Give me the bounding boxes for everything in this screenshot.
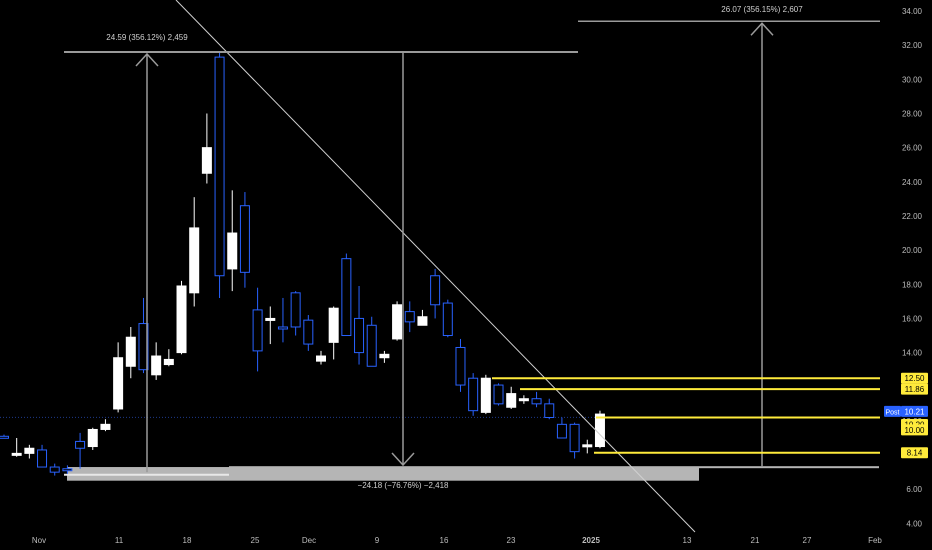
- candle-body[interactable]: [316, 355, 326, 362]
- x-tick-label: 9: [375, 536, 380, 545]
- level-price-tag: [901, 447, 928, 459]
- x-tick-label: 11: [115, 536, 124, 545]
- candle-body[interactable]: [379, 353, 390, 359]
- y-tick-label: 24.00: [902, 178, 923, 187]
- x-tick-label: 21: [751, 536, 760, 545]
- level-price-tag-text: 10.00: [904, 426, 925, 435]
- y-tick-label: 32.00: [902, 41, 923, 50]
- candle-body[interactable]: [239, 205, 250, 273]
- candle-body[interactable]: [354, 317, 365, 354]
- y-tick-label: 28.00: [902, 109, 923, 118]
- arrow-head-up-icon: [750, 22, 774, 36]
- candle-body[interactable]: [277, 326, 288, 330]
- post-price-tag: [901, 405, 928, 417]
- level-price-tag: [901, 424, 928, 436]
- level-price-tag-text: 8.14: [907, 449, 923, 458]
- candle-body[interactable]: [265, 317, 276, 321]
- y-tick-label: 14.00: [902, 349, 923, 358]
- candle-body[interactable]: [341, 258, 352, 337]
- candle-body[interactable]: [328, 307, 339, 343]
- candle-body[interactable]: [75, 440, 86, 449]
- candle-body[interactable]: [455, 346, 466, 386]
- candle-body[interactable]: [125, 336, 136, 367]
- candle-body[interactable]: [49, 466, 60, 473]
- y-tick-label: 26.00: [902, 144, 923, 153]
- candle-body[interactable]: [442, 302, 453, 337]
- level-price-tag: [901, 383, 928, 395]
- x-tick-label: 23: [507, 536, 516, 545]
- x-tick-label: 27: [803, 536, 812, 545]
- x-tick-label: 18: [183, 536, 192, 545]
- candle-body[interactable]: [404, 311, 415, 323]
- candle-body[interactable]: [113, 357, 124, 410]
- y-tick-label: 34.00: [902, 7, 923, 16]
- candle-body[interactable]: [531, 398, 542, 405]
- x-tick-label: 16: [440, 536, 449, 545]
- x-tick-label: Dec: [302, 536, 316, 545]
- candle-body[interactable]: [87, 428, 98, 448]
- candle-body[interactable]: [493, 384, 504, 405]
- candle-body[interactable]: [506, 393, 517, 408]
- candle-body[interactable]: [11, 452, 22, 456]
- candle-body[interactable]: [594, 413, 605, 448]
- candle-body[interactable]: [556, 423, 567, 439]
- y-tick-label: 16.00: [902, 314, 923, 323]
- candle-body[interactable]: [480, 377, 491, 413]
- measure-label-1: 24.59 (356.12%) 2,459: [106, 33, 188, 42]
- level-price-tag-text: 12.50: [904, 374, 925, 383]
- post-tag: [884, 405, 901, 417]
- candle-body[interactable]: [189, 227, 200, 294]
- trendline[interactable]: [175, 0, 696, 533]
- candle-body[interactable]: [582, 444, 593, 448]
- candle-body[interactable]: [366, 324, 377, 367]
- candle-body[interactable]: [37, 449, 48, 468]
- y-tick-label: 6.00: [906, 485, 922, 494]
- candle-body[interactable]: [201, 147, 212, 174]
- candle-body[interactable]: [100, 423, 111, 430]
- candle-body[interactable]: [417, 316, 428, 326]
- post-price-value: 10.21: [904, 407, 925, 416]
- y-tick-label: 18.00: [902, 280, 923, 289]
- support-zone[interactable]: [67, 467, 699, 481]
- candle-body[interactable]: [0, 435, 9, 439]
- candle-body[interactable]: [430, 275, 441, 306]
- candle-body[interactable]: [163, 358, 174, 366]
- x-tick-label: 25: [251, 536, 260, 545]
- y-tick-label: 22.00: [902, 212, 923, 221]
- candle-body[interactable]: [151, 355, 162, 376]
- level-price-tag-text: 11.86: [905, 385, 925, 394]
- arrow-head-up-icon: [135, 52, 159, 67]
- measure-label-2: 26.07 (356.15%) 2,607: [721, 5, 803, 14]
- y-tick-label: 4.00: [906, 519, 922, 528]
- x-tick-label: 13: [683, 536, 692, 545]
- x-tick-label: 2025: [582, 536, 600, 545]
- x-tick-label: Feb: [868, 536, 882, 545]
- candle-body[interactable]: [176, 285, 187, 354]
- candle-body[interactable]: [392, 304, 403, 340]
- level-price-tag: [901, 372, 928, 384]
- post-tag-label: Post: [885, 409, 899, 416]
- candle-body[interactable]: [62, 468, 73, 472]
- support-zone-top-line[interactable]: [229, 466, 879, 469]
- candle-body[interactable]: [252, 309, 263, 352]
- candle-body[interactable]: [227, 232, 238, 270]
- candle-body[interactable]: [544, 403, 555, 419]
- x-tick-label: Nov: [32, 536, 46, 545]
- candle-body[interactable]: [303, 319, 314, 345]
- candle-body[interactable]: [214, 56, 225, 277]
- candle-body[interactable]: [569, 423, 580, 453]
- candle-body[interactable]: [518, 398, 529, 402]
- arrow-head-down-icon: [391, 452, 415, 467]
- candle-body[interactable]: [138, 323, 149, 371]
- candle-body[interactable]: [290, 292, 301, 328]
- candle-body[interactable]: [24, 447, 35, 454]
- candle-body[interactable]: [468, 377, 479, 412]
- y-tick-label: 20.00: [902, 246, 923, 255]
- y-tick-label: 30.00: [902, 75, 923, 84]
- measure-label-down: −24.18 (−76.76%) −2,418: [358, 481, 450, 490]
